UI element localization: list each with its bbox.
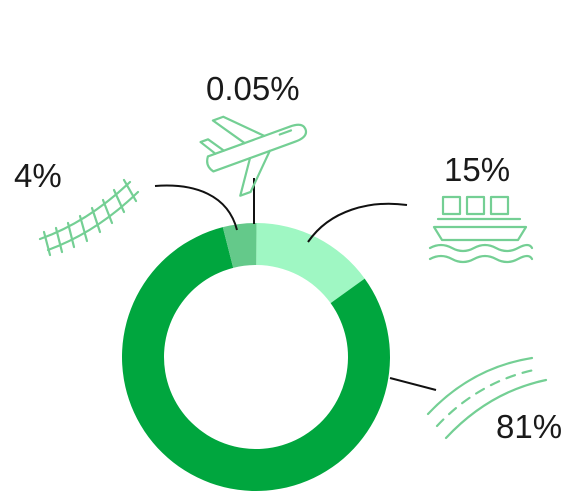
label-sea-percent: 15% [444,151,510,188]
donut-slice-0 [256,223,257,266]
railway-track-icon [38,178,140,257]
donut-slices [121,223,390,492]
airplane-icon [199,115,308,197]
leader-line-road [389,377,437,391]
donut-slice-2 [121,227,390,492]
road-icon [426,356,548,440]
label-air-percent: 0.05% [206,70,300,107]
label-rail-percent: 4% [14,157,62,194]
leader-line-sea [307,202,408,243]
label-road-percent: 81% [496,408,562,445]
donut-slice-3 [222,223,256,268]
donut-slice-1 [256,223,365,304]
ship-icon [428,195,534,264]
leader-line-rail [154,184,238,231]
